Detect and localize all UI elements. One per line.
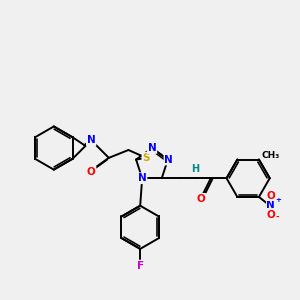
Text: CH₃: CH₃ (262, 151, 280, 160)
Text: S: S (142, 153, 150, 163)
Text: O: O (87, 167, 95, 177)
Text: H: H (191, 164, 199, 174)
Text: N: N (138, 173, 146, 183)
Text: +: + (276, 197, 281, 203)
Text: N: N (148, 143, 156, 153)
Text: O: O (266, 191, 275, 201)
Text: N: N (87, 135, 95, 145)
Text: N: N (164, 154, 173, 165)
Text: N: N (266, 200, 275, 210)
Text: F: F (136, 261, 144, 271)
Text: O: O (266, 210, 275, 220)
Text: O: O (197, 194, 206, 204)
Text: -: - (276, 213, 279, 222)
